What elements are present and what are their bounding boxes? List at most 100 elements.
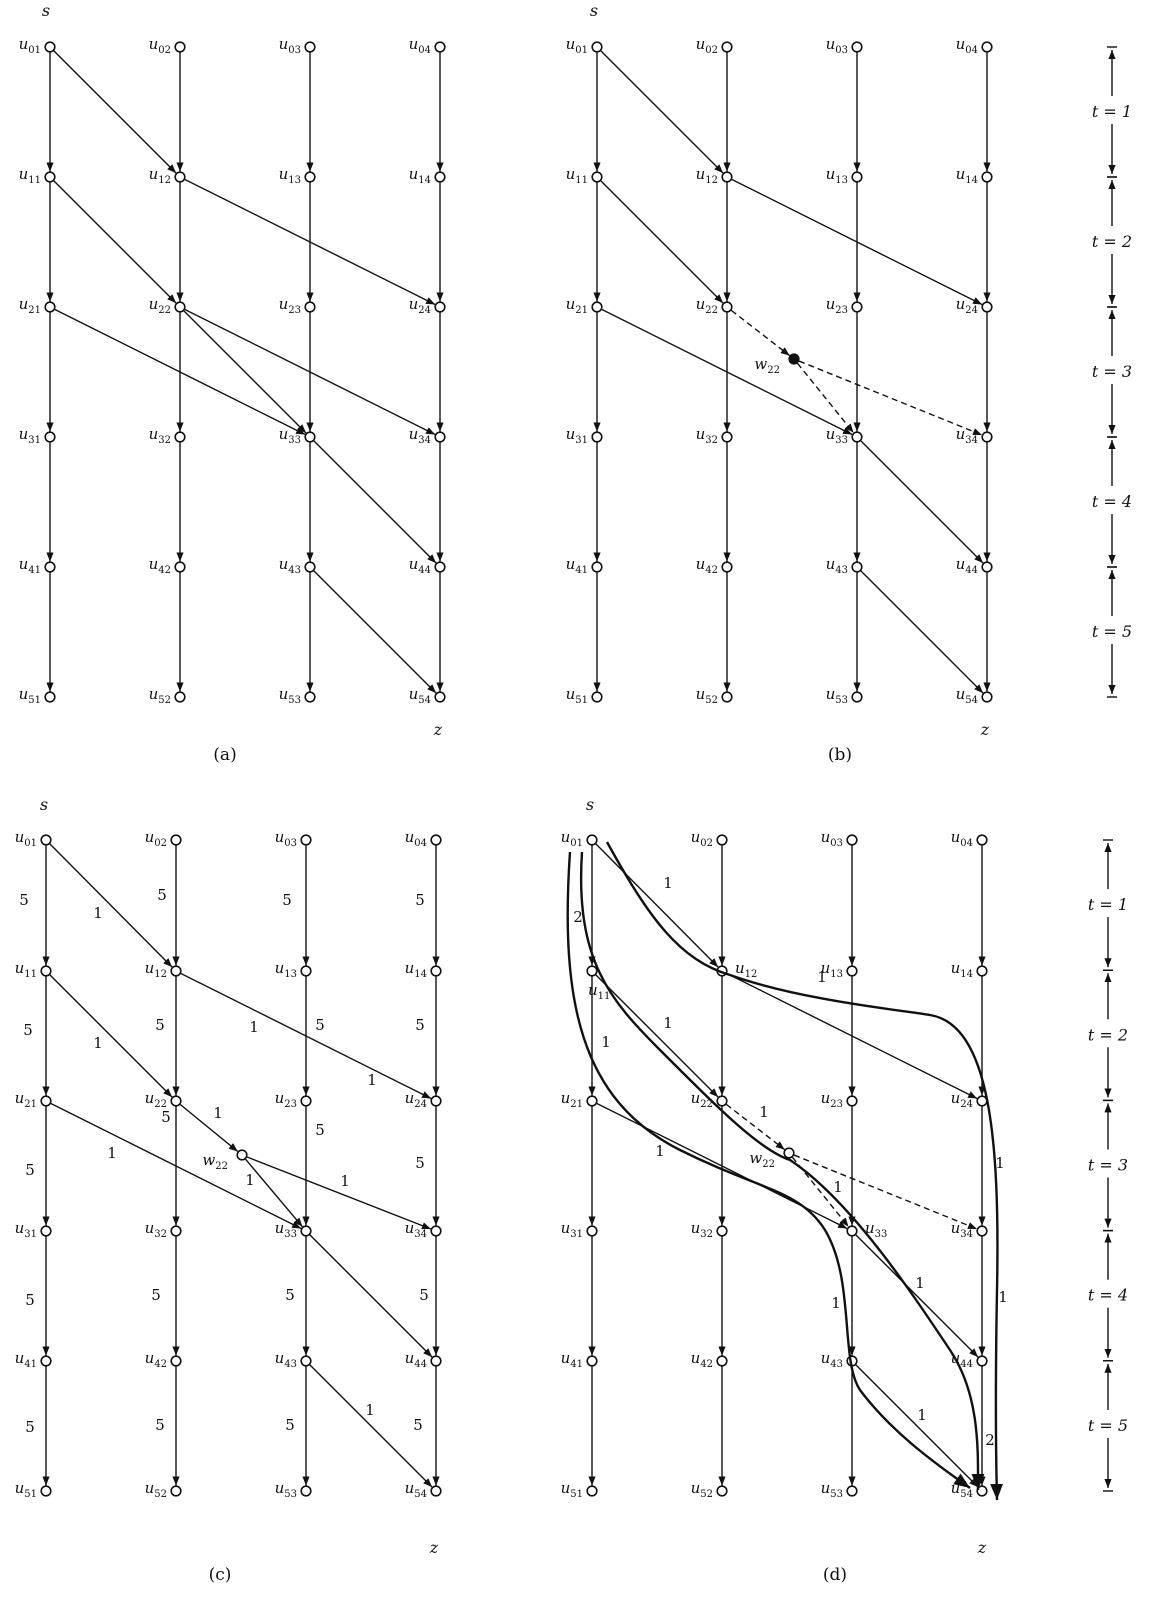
node-u32 — [721, 431, 733, 443]
time-label: t = 5 — [1088, 1416, 1128, 1435]
label-u11: u11 — [15, 959, 37, 980]
label-u13: u13 — [275, 959, 297, 980]
time-axis-bottom: t = 1 t = 2 t = 3 t = 4 t = 5 — [1088, 839, 1128, 1492]
node-u32 — [174, 431, 186, 443]
label-u23: u23 — [826, 295, 848, 316]
label-u01: u01 — [561, 828, 583, 849]
label-u32: u32 — [149, 425, 171, 446]
diagonal-arc — [600, 50, 724, 174]
label-u44: u44 — [951, 1349, 973, 1370]
node-u51 — [44, 691, 56, 703]
flow-label: 1 — [655, 1142, 665, 1160]
panel-a: u01 u02 u03 u04 u11 u12 u13 u14 u21 u22 u23 u24 u31 u… — [19, 1, 446, 765]
flow-path-1 — [605, 841, 1003, 1501]
label-u32: u32 — [696, 425, 718, 446]
label-u52: u52 — [696, 685, 718, 706]
node-u12 — [174, 171, 186, 183]
diagonal-arc — [53, 180, 177, 304]
label-u24: u24 — [405, 1089, 427, 1110]
sink-label: z — [429, 1538, 439, 1557]
diagonal-arc — [731, 178, 983, 306]
source-label: s — [40, 795, 48, 814]
node-u41 — [44, 561, 56, 573]
label-u34: u34 — [409, 425, 431, 446]
diagonal-arc — [860, 440, 984, 564]
w22-in-arc — [179, 1103, 239, 1153]
node-u02 — [174, 41, 186, 53]
node-u51 — [586, 1485, 598, 1497]
diagonal-arc — [595, 974, 719, 1098]
label-u52: u52 — [149, 685, 171, 706]
label-u12: u12 — [696, 165, 718, 186]
w22-to-u34-arc — [246, 1156, 432, 1230]
capacity-label: 5 — [25, 1418, 35, 1436]
label-u03: u03 — [275, 828, 297, 849]
node-u04 — [981, 41, 993, 53]
node-u33 — [846, 1225, 858, 1237]
diagonal-arc — [309, 1234, 433, 1358]
capacity-label: 5 — [23, 1021, 33, 1039]
diagonal-arc — [309, 1364, 433, 1488]
label-u42: u42 — [145, 1349, 167, 1370]
label-u42: u42 — [696, 555, 718, 576]
node-u31 — [591, 431, 603, 443]
diagonal-arc — [313, 570, 437, 694]
label-u31: u31 — [566, 425, 588, 446]
label-u43: u43 — [279, 555, 301, 576]
time-label: t = 4 — [1092, 492, 1132, 511]
label-u51: u51 — [15, 1479, 37, 1500]
sink-label: z — [980, 720, 990, 739]
node-u02 — [721, 41, 733, 53]
flow-label: 1 — [817, 968, 827, 986]
node-u32 — [170, 1225, 182, 1237]
label-u34: u34 — [956, 425, 978, 446]
label-u21: u21 — [19, 295, 41, 316]
capacity-label: 1 — [367, 1071, 377, 1089]
label-u23: u23 — [821, 1089, 843, 1110]
label-u21: u21 — [561, 1089, 583, 1110]
diagonal-arc — [49, 843, 173, 968]
node-u21 — [586, 1095, 598, 1107]
w22-to-u34-arc — [793, 1154, 978, 1230]
diagonal-arc — [180, 972, 432, 1100]
node-u24 — [434, 301, 446, 313]
diagonal-arc — [183, 310, 307, 434]
w22-to-u34-arc — [798, 360, 983, 436]
capacity-label: 5 — [25, 1291, 35, 1309]
label-u51: u51 — [561, 1479, 583, 1500]
capacity-label: 1 — [249, 1018, 259, 1036]
flow-label: 2 — [985, 1431, 995, 1449]
label-u52: u52 — [691, 1479, 713, 1500]
label-u11: u11 — [588, 981, 610, 1002]
label-u33: u33 — [275, 1219, 297, 1240]
label-u44: u44 — [409, 555, 431, 576]
label-u42: u42 — [691, 1349, 713, 1370]
label-u41: u41 — [566, 555, 588, 576]
node-u23 — [304, 301, 316, 313]
caption-c: (c) — [209, 1565, 232, 1585]
node-u01 — [44, 41, 56, 53]
diagonal-arc — [49, 974, 173, 1098]
node-u44 — [430, 1355, 442, 1367]
node-u01 — [591, 41, 603, 53]
node-u14 — [430, 965, 442, 977]
label-u52: u52 — [145, 1479, 167, 1500]
label-u41: u41 — [561, 1349, 583, 1370]
label-u14: u14 — [405, 959, 427, 980]
node-u52 — [721, 691, 733, 703]
label-u31: u31 — [19, 425, 41, 446]
label-u01: u01 — [15, 828, 37, 849]
label-u13: u13 — [279, 165, 301, 186]
time-label: t = 1 — [1092, 102, 1132, 121]
node-u14 — [981, 171, 993, 183]
capacity-label: 5 — [285, 1416, 295, 1434]
label-u12: u12 — [145, 959, 167, 980]
label-u12: u12 — [735, 959, 757, 980]
label-u03: u03 — [821, 828, 843, 849]
flow-label: 1 — [663, 874, 673, 892]
label-u32: u32 — [145, 1219, 167, 1240]
node-u41 — [591, 561, 603, 573]
label-u44: u44 — [956, 555, 978, 576]
node-u12 — [721, 171, 733, 183]
